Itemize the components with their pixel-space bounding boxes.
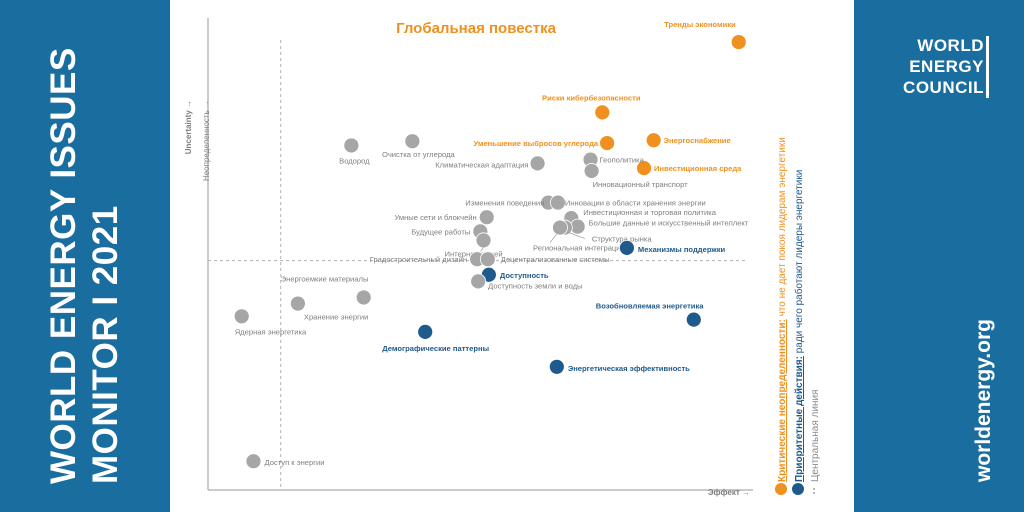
point-17 (552, 219, 568, 236)
point-label-21: Децентрализованные системы (501, 255, 610, 264)
point-9 (583, 163, 600, 179)
point-label-27: Возобновляемая энергетика (596, 302, 705, 311)
logo-line-3: COUNCIL (903, 78, 984, 97)
point-label-7: Климатическая адаптация (435, 160, 528, 169)
report-title-line1: WORLD ENERGY ISSUES (44, 47, 83, 484)
point-label-30: Доступ к энергии (264, 458, 324, 467)
legend-priority-part: Приоритетные действия: (794, 356, 805, 482)
point-18 (475, 232, 492, 249)
legend: Критические неопределенности: что не дае… (775, 137, 821, 495)
point-label-20: Градостроительный дизайн (370, 255, 467, 264)
legend-priority: Приоритетные действия: ради чего работаю… (793, 170, 805, 482)
point-label-11: Инновации в области хранения энергии (565, 199, 706, 208)
point-label-12: Умные сети и блокчейн (394, 213, 476, 222)
point-4 (636, 160, 652, 176)
point-2 (645, 132, 662, 149)
point-0 (730, 34, 747, 50)
point-label-23: Доступность земли и воды (488, 281, 582, 290)
point-label-17: Региональная интеграция (533, 244, 625, 253)
point-12 (478, 209, 495, 226)
legend-centerline: Центральная линия (810, 390, 821, 482)
point-label-29: Энергетическая эффективность (568, 364, 690, 373)
point-label-10: Изменения поведения (465, 199, 544, 208)
left-panel: WORLD ENERGY ISSUES MONITOR I 2021 (0, 0, 170, 512)
point-29 (548, 358, 565, 375)
scatter-chart: Глобальная повестка Эффект → Uncertainty →… (184, 18, 821, 497)
point-label-25: Хранение энергии (304, 313, 368, 322)
point-30 (245, 453, 262, 470)
logo-divider (986, 36, 989, 98)
point-1 (594, 104, 611, 121)
legend-priority-part: ради чего работают лидеры энергетики (793, 170, 805, 356)
point-23 (470, 273, 487, 290)
point-7 (529, 155, 546, 172)
legend-critical-part: что не дает покоя лидерам энергетики (777, 137, 788, 319)
legend-centerline-part: Центральная линия (810, 390, 821, 482)
point-label-26: Ядерная энергетика (235, 327, 307, 336)
legend-marker-priority (792, 483, 804, 495)
chart-title: Глобальная повестка (396, 20, 557, 37)
point-label-14: Будущее работы (411, 227, 470, 236)
point-label-5: Водород (339, 156, 370, 165)
point-25 (289, 295, 306, 312)
point-label-9: Инновационный транспорт (593, 180, 689, 189)
leader-line-0 (568, 232, 585, 239)
legend-critical: Критические неопределенности: что не дае… (777, 137, 788, 482)
point-label-1: Риски кибербезопасности (542, 93, 641, 102)
point-label-8: Геополитика (600, 156, 645, 165)
point-27 (685, 311, 702, 328)
point-19 (619, 239, 635, 256)
point-26 (233, 308, 250, 325)
leader-line-2 (480, 247, 484, 252)
point-5 (343, 137, 360, 154)
point-label-4: Инвестиционная среда (654, 164, 742, 173)
logo-line-1: WORLD (917, 36, 984, 55)
point-label-22: Доступность (500, 271, 549, 280)
point-label-28: Демографические паттерны (382, 344, 489, 353)
point-label-15: Большие данные и искусственный интеллект (589, 219, 749, 228)
y-axis-label-en: Uncertainty → (184, 100, 193, 154)
point-label-2: Энергоснабжение (664, 136, 731, 145)
right-panel (854, 0, 1024, 512)
point-24 (355, 289, 372, 306)
website-link[interactable]: worldenergy.org (972, 319, 995, 482)
point-21 (479, 251, 496, 268)
point-label-24: Энергоемкие материалы (281, 274, 369, 283)
y-axis-label-ru: Неопределенность → (202, 100, 211, 181)
legend-critical-part: Критические неопределенности: (777, 319, 788, 482)
point-28 (417, 323, 434, 340)
legend-marker-critical (775, 483, 787, 495)
leader-line-1 (549, 233, 558, 243)
point-label-19: Механизмы поддержки (638, 245, 726, 254)
point-label-3: Уменьшение выбросов углерода (474, 139, 599, 148)
point-label-0: Тренды экономики (664, 20, 736, 29)
point-label-6: Очистка от углерода (382, 150, 456, 159)
x-axis-label: Эффект → (708, 488, 750, 497)
point-6 (404, 133, 421, 150)
report-title-line2: MONITOR I 2021 (86, 205, 125, 484)
logo-line-2: ENERGY (909, 57, 984, 76)
point-label-16: Структура рынка (592, 235, 652, 244)
point-label-13: Инвестиционная и торговая политика (583, 208, 716, 217)
point-3 (599, 135, 616, 151)
point-11 (549, 194, 566, 211)
